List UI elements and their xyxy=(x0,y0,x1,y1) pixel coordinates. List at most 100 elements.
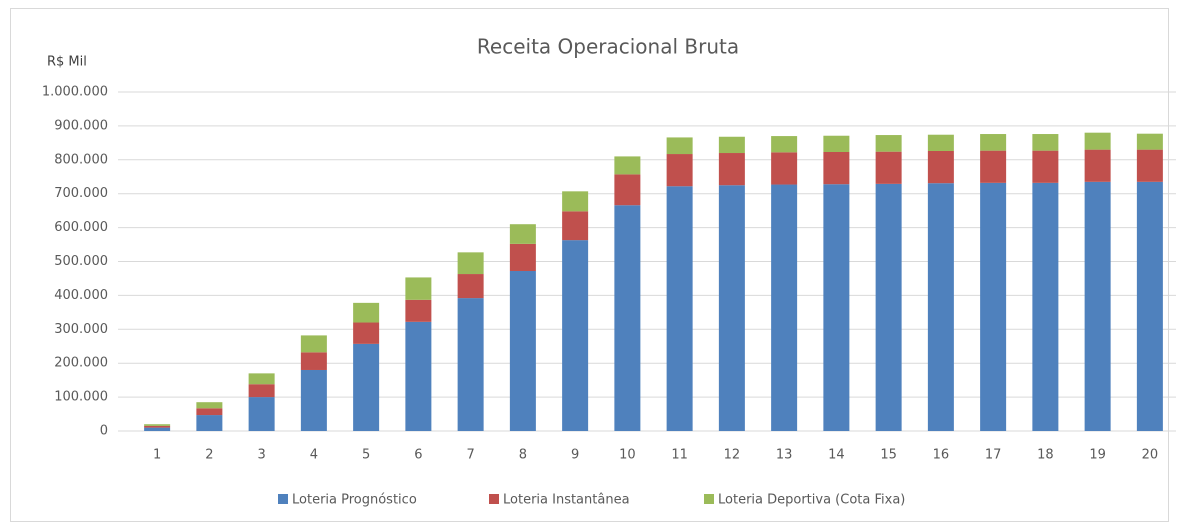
x-tick-label: 19 xyxy=(1089,448,1106,463)
x-tick-label: 17 xyxy=(985,448,1002,463)
bar-segment xyxy=(457,252,484,275)
bar-segment xyxy=(248,384,275,398)
bar-segment xyxy=(927,134,954,151)
x-tick-label: 13 xyxy=(776,448,793,463)
bar-segment xyxy=(353,302,380,323)
bar-segment xyxy=(196,402,223,409)
y-tick-label: 600.000 xyxy=(54,220,108,235)
y-axis-label: R$ Mil xyxy=(47,55,87,70)
legend-swatch xyxy=(489,494,499,504)
bar-segment xyxy=(927,150,954,184)
y-tick-label: 0 xyxy=(100,424,108,439)
y-tick-label: 500.000 xyxy=(54,254,108,269)
chart-border xyxy=(10,8,1169,522)
bar-segment xyxy=(509,224,536,244)
bar-segment xyxy=(1032,150,1059,183)
x-tick-label: 14 xyxy=(828,448,845,463)
x-tick-label: 1 xyxy=(153,448,161,463)
bar-segment xyxy=(614,156,641,175)
bar-segment xyxy=(1032,134,1059,151)
bar-segment xyxy=(666,186,693,431)
y-tick-label: 400.000 xyxy=(54,288,108,303)
bar-segment xyxy=(353,343,380,431)
bar-segment xyxy=(771,152,798,185)
legend-label: Loteria Instantânea xyxy=(503,493,630,508)
bar-segment xyxy=(562,211,589,241)
bar-segment xyxy=(980,182,1007,431)
bar-segment xyxy=(300,352,327,370)
x-tick-label: 7 xyxy=(466,448,474,463)
bar-segment xyxy=(405,321,432,431)
x-tick-label: 15 xyxy=(880,448,897,463)
bar-segment xyxy=(405,299,432,322)
bar-segment xyxy=(875,151,902,184)
y-tick-label: 100.000 xyxy=(54,390,108,405)
bar-segment xyxy=(875,183,902,431)
y-tick-label: 900.000 xyxy=(54,118,108,133)
bar-segment xyxy=(1084,149,1111,182)
x-tick-label: 5 xyxy=(362,448,370,463)
x-tick-label: 20 xyxy=(1142,448,1159,463)
x-tick-label: 12 xyxy=(724,448,741,463)
chart-title: Receita Operacional Bruta xyxy=(477,35,739,59)
bar-segment xyxy=(980,150,1007,183)
bar-segment xyxy=(927,183,954,431)
legend-label: Loteria Deportiva (Cota Fixa) xyxy=(718,493,905,508)
bar-segment xyxy=(718,136,745,154)
x-tick-label: 18 xyxy=(1037,448,1054,463)
bar-segment xyxy=(457,274,484,299)
bar-segment xyxy=(457,298,484,431)
bar-segment xyxy=(196,408,223,416)
bar-segment xyxy=(823,184,850,431)
bar-segment xyxy=(509,243,536,271)
bar-segment xyxy=(562,191,589,212)
bar-segment xyxy=(1032,182,1059,431)
bar-segment xyxy=(196,415,223,431)
bar-segment xyxy=(300,335,327,353)
legend-swatch xyxy=(704,494,714,504)
bar-segment xyxy=(875,135,902,152)
bar-segment xyxy=(1084,132,1111,150)
bar-segment xyxy=(144,427,171,431)
bar-segment xyxy=(353,322,380,344)
bar-segment xyxy=(509,270,536,431)
y-tick-label: 1.000.000 xyxy=(42,85,108,100)
bar-segment xyxy=(405,277,432,300)
bar-segment xyxy=(1136,181,1163,431)
x-tick-label: 9 xyxy=(571,448,579,463)
y-tick-label: 700.000 xyxy=(54,186,108,201)
bar-segment xyxy=(562,240,589,431)
bar-segment xyxy=(823,135,850,153)
x-tick-label: 3 xyxy=(257,448,265,463)
y-tick-label: 800.000 xyxy=(54,152,108,167)
bar-segment xyxy=(614,174,641,206)
y-tick-label: 200.000 xyxy=(54,356,108,371)
legend-label: Loteria Prognóstico xyxy=(292,493,417,508)
x-tick-label: 4 xyxy=(310,448,318,463)
bar-segment xyxy=(144,425,171,428)
x-tick-label: 10 xyxy=(619,448,636,463)
bar-segment xyxy=(771,136,798,153)
bar-segment xyxy=(718,185,745,431)
bar-segment xyxy=(1084,181,1111,431)
bar-segment xyxy=(300,369,327,431)
x-tick-label: 2 xyxy=(205,448,213,463)
bar-segment xyxy=(144,424,171,426)
bar-segment xyxy=(1136,133,1163,150)
legend-swatch xyxy=(278,494,288,504)
x-tick-label: 16 xyxy=(933,448,950,463)
bar-segment xyxy=(614,205,641,431)
y-tick-label: 300.000 xyxy=(54,322,108,337)
bar-segment xyxy=(1136,149,1163,182)
bar-segment xyxy=(718,153,745,186)
bar-segment xyxy=(823,152,850,185)
bar-segment xyxy=(980,134,1007,151)
x-tick-label: 11 xyxy=(671,448,688,463)
bar-segment xyxy=(666,154,693,187)
x-tick-label: 8 xyxy=(519,448,527,463)
bar-segment xyxy=(248,397,275,431)
bar-segment xyxy=(248,373,275,385)
bar-segment xyxy=(771,184,798,431)
bar-segment xyxy=(666,137,693,155)
